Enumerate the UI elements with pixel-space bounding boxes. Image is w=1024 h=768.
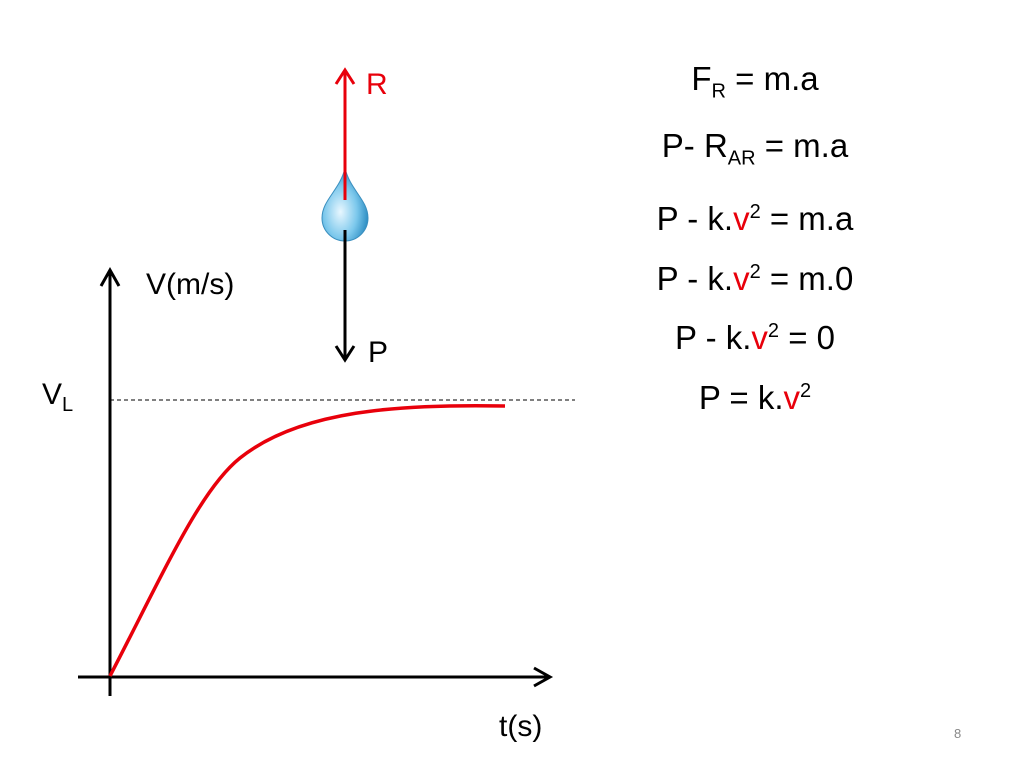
equation: P - k.v2 = m.0 [560, 246, 950, 306]
equation-part: 2 [767, 320, 780, 343]
equation: P = k.v2 [560, 365, 950, 425]
y-axis-arrowhead [99, 266, 121, 287]
equation-part: P = k. [698, 378, 784, 416]
page-number: 8 [954, 726, 962, 741]
axis-label: t(s) [499, 710, 543, 743]
equation-part: v [751, 319, 768, 357]
equation-part: P - k. [656, 200, 734, 238]
equation: FR = m.a [560, 52, 950, 119]
equation-part: = m.a [726, 60, 819, 97]
equations: FR = m.a P- RAR = m.a P - k.v2 = m.a P - k.… [560, 52, 950, 424]
equation: P - k.v2 = m.a [560, 186, 950, 246]
limit-label: VL [42, 378, 74, 416]
velocity-curve [108, 403, 506, 677]
equation-part: 2 [800, 379, 812, 402]
equation-part: P - k. [656, 259, 734, 297]
equation-part: v [783, 378, 801, 416]
weight-arrowhead [334, 345, 356, 363]
force-label: R [366, 68, 388, 101]
resistance-arrowhead [334, 67, 356, 85]
equation-part: v [733, 200, 750, 238]
axis-label: V(m/s) [146, 268, 235, 301]
limit-label-text: V [42, 378, 63, 411]
limit-label-sub: L [62, 394, 74, 416]
equation: P - k.v2 = 0 [560, 305, 950, 365]
equation-part: P- R [661, 127, 728, 165]
equation-part: = m.0 [760, 259, 854, 297]
equation-part: AR [727, 147, 756, 170]
equation-part: = m.a [760, 200, 854, 238]
equation-part: R [711, 80, 726, 103]
equation-part: 2 [749, 260, 761, 283]
force-label: P [368, 336, 389, 369]
equation-part: = m.a [755, 127, 849, 165]
equation-part: = 0 [779, 319, 835, 357]
equation-part: v [733, 259, 750, 297]
equation-part: 2 [749, 201, 761, 224]
equation: P- RAR = m.a [560, 119, 950, 186]
equation-part: F [691, 60, 712, 97]
x-axis-arrowhead [533, 666, 554, 688]
equation-part: P - k. [674, 319, 752, 357]
